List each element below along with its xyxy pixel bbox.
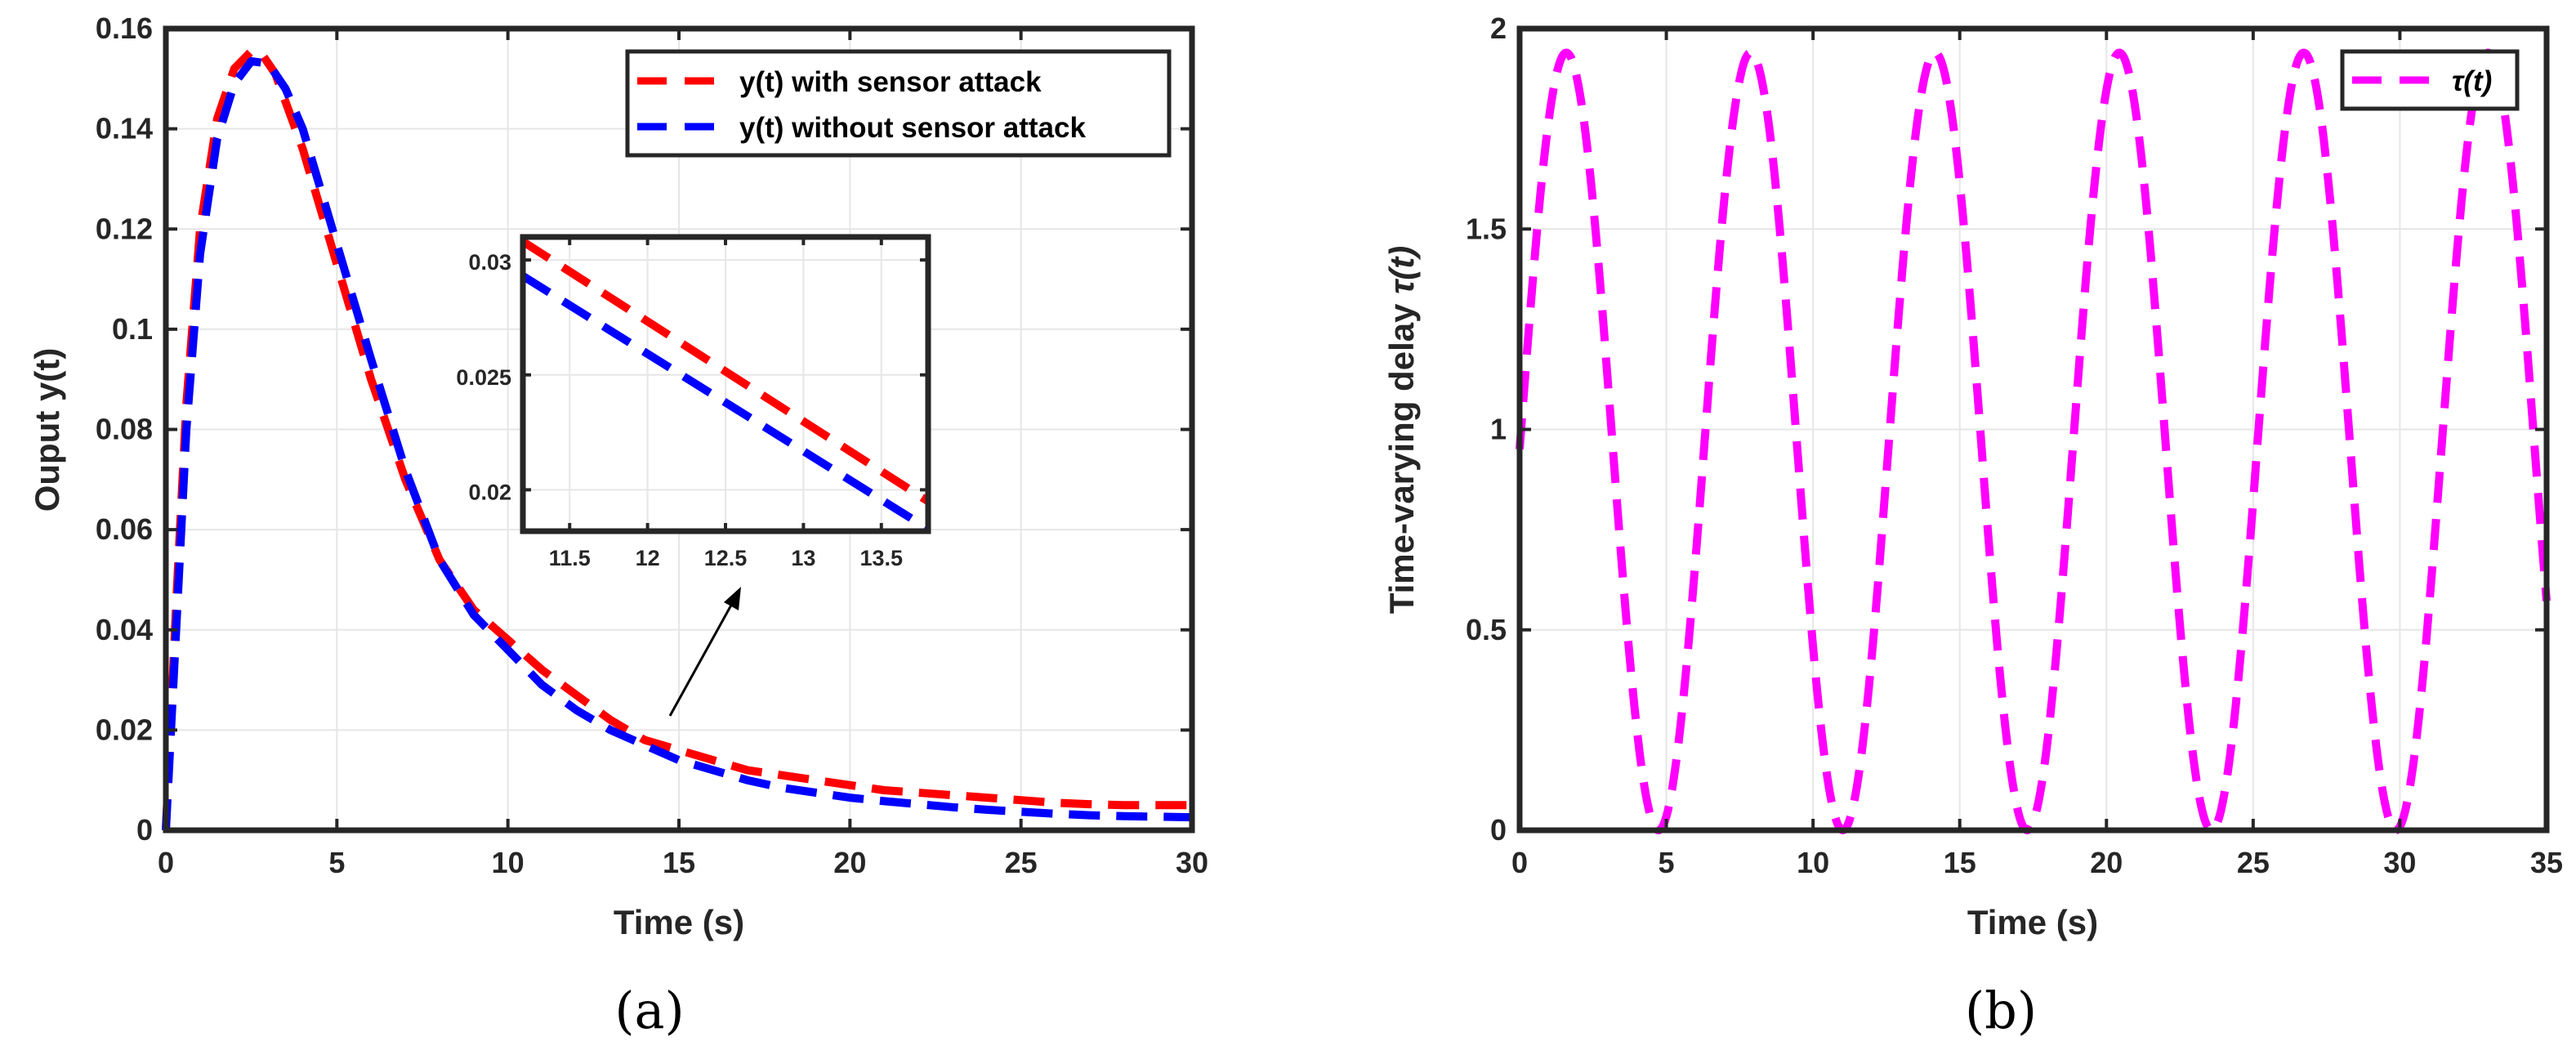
- inset-line-with-attack: [520, 238, 931, 505]
- panel-b-y-tick-label: 0: [1490, 813, 1507, 847]
- panel-b-x-tick-label: 25: [2237, 846, 2270, 879]
- panel-a-x-tick-label: 10: [492, 846, 525, 879]
- panel-a-y-tick-label: 0.14: [96, 112, 153, 145]
- panel-b-x-tick-label: 0: [1511, 846, 1528, 879]
- panel-b-x-tick-label: 20: [2090, 846, 2123, 879]
- panel-b-x-tick-label: 5: [1659, 846, 1675, 879]
- panel-a-y-axis-label: Ouput y(t): [28, 348, 66, 512]
- panel-a-y-tick-label: 0.04: [96, 613, 153, 646]
- panel-a-inset: 11.5 12 12.5 13 13.5 0.02 0.025 0.03: [456, 234, 931, 570]
- inset-y-tick-label: 0.03: [468, 250, 511, 275]
- panel-a-x-tick-label: 30: [1176, 846, 1208, 879]
- panel-a-y-tick-label: 0.1: [112, 312, 153, 346]
- panel-b-y-axis-label-symbol: τ(t): [1382, 246, 1421, 294]
- inset-x-tick-label: 12.5: [704, 546, 748, 570]
- panel-a-y-tick-label: 0: [136, 813, 153, 847]
- caption-a: (a): [614, 981, 684, 1040]
- panel-b-chart: 0 5 10 15 20 25 30 35 0 0.5 1 1.5 2 Time (s) Time-va…: [1382, 11, 2563, 1040]
- panel-a-x-tick-label: 25: [1005, 846, 1038, 879]
- series-line-with-attack: [162, 47, 1192, 831]
- inset-x-tick-label: 13: [791, 546, 815, 570]
- panel-b-y-tick-label: 2: [1490, 11, 1507, 45]
- panel-a-y-tick-label: 0.16: [96, 11, 153, 45]
- panel-b-y-tick-label: 0.5: [1466, 613, 1507, 646]
- inset-y-tick-label: 0.025: [456, 365, 511, 390]
- panel-b-x-axis-label: Time (s): [1967, 903, 2098, 941]
- legend-label-with-attack: y(t) with sensor attack: [739, 66, 1042, 98]
- inset-x-tick-label: 12: [636, 546, 660, 570]
- panel-b-x-tick-label: 35: [2530, 846, 2563, 879]
- panel-a-x-axis-label: Time (s): [614, 903, 744, 941]
- inset-y-tick-label: 0.02: [468, 480, 511, 504]
- panel-b-y-axis-label: Time-varying delay τ(t): [1382, 246, 1421, 615]
- panel-a-y-tick-label: 0.06: [96, 512, 153, 546]
- panel-a-chart: 0 5 10 15 20 25 30 0 0.02 0.04 0.06 0.08 0.1 0.12 0.14…: [28, 11, 1208, 1040]
- caption-b: (b): [1965, 981, 2037, 1040]
- panel-a-y-tick-label: 0.12: [96, 212, 153, 245]
- panel-a-x-tick-label: 20: [833, 846, 866, 879]
- legend-label-without-attack: y(t) without sensor attack: [739, 112, 1086, 144]
- legend-label-tau: τ(t): [2452, 65, 2492, 97]
- panel-a-legend-box: [625, 49, 1172, 158]
- panel-b-legend: τ(t): [2340, 49, 2520, 111]
- panel-b-x-tick-label: 15: [1944, 846, 1976, 879]
- series-line-tau: [1516, 48, 2551, 834]
- panel-a-legend: y(t) with sensor attack y(t) without sen…: [625, 49, 1172, 158]
- panel-a-y-tick-label: 0.08: [96, 413, 153, 446]
- panel-b-y-tick-label: 1.5: [1466, 212, 1507, 245]
- panel-b-x-tick-label: 30: [2383, 846, 2416, 879]
- panel-a-x-tick-label: 0: [158, 846, 174, 879]
- panel-a-x-tick-label: 15: [663, 846, 695, 879]
- inset-line-without-attack: [520, 272, 931, 533]
- panel-b-legend-box: [2340, 49, 2520, 111]
- series-line-without-attack: [162, 56, 1193, 831]
- panel-b-x-tick-label: 10: [1797, 846, 1829, 879]
- panel-b-y-tick-label: 1: [1490, 413, 1507, 446]
- zoom-arrow: [668, 587, 741, 717]
- panel-a-x-tick-label: 5: [328, 846, 345, 879]
- inset-x-tick-label: 11.5: [549, 546, 591, 570]
- panel-b-y-axis-label-text: Time-varying delay: [1382, 294, 1421, 614]
- panel-a-y-tick-label: 0.02: [96, 713, 153, 746]
- inset-x-tick-label: 13.5: [859, 546, 903, 570]
